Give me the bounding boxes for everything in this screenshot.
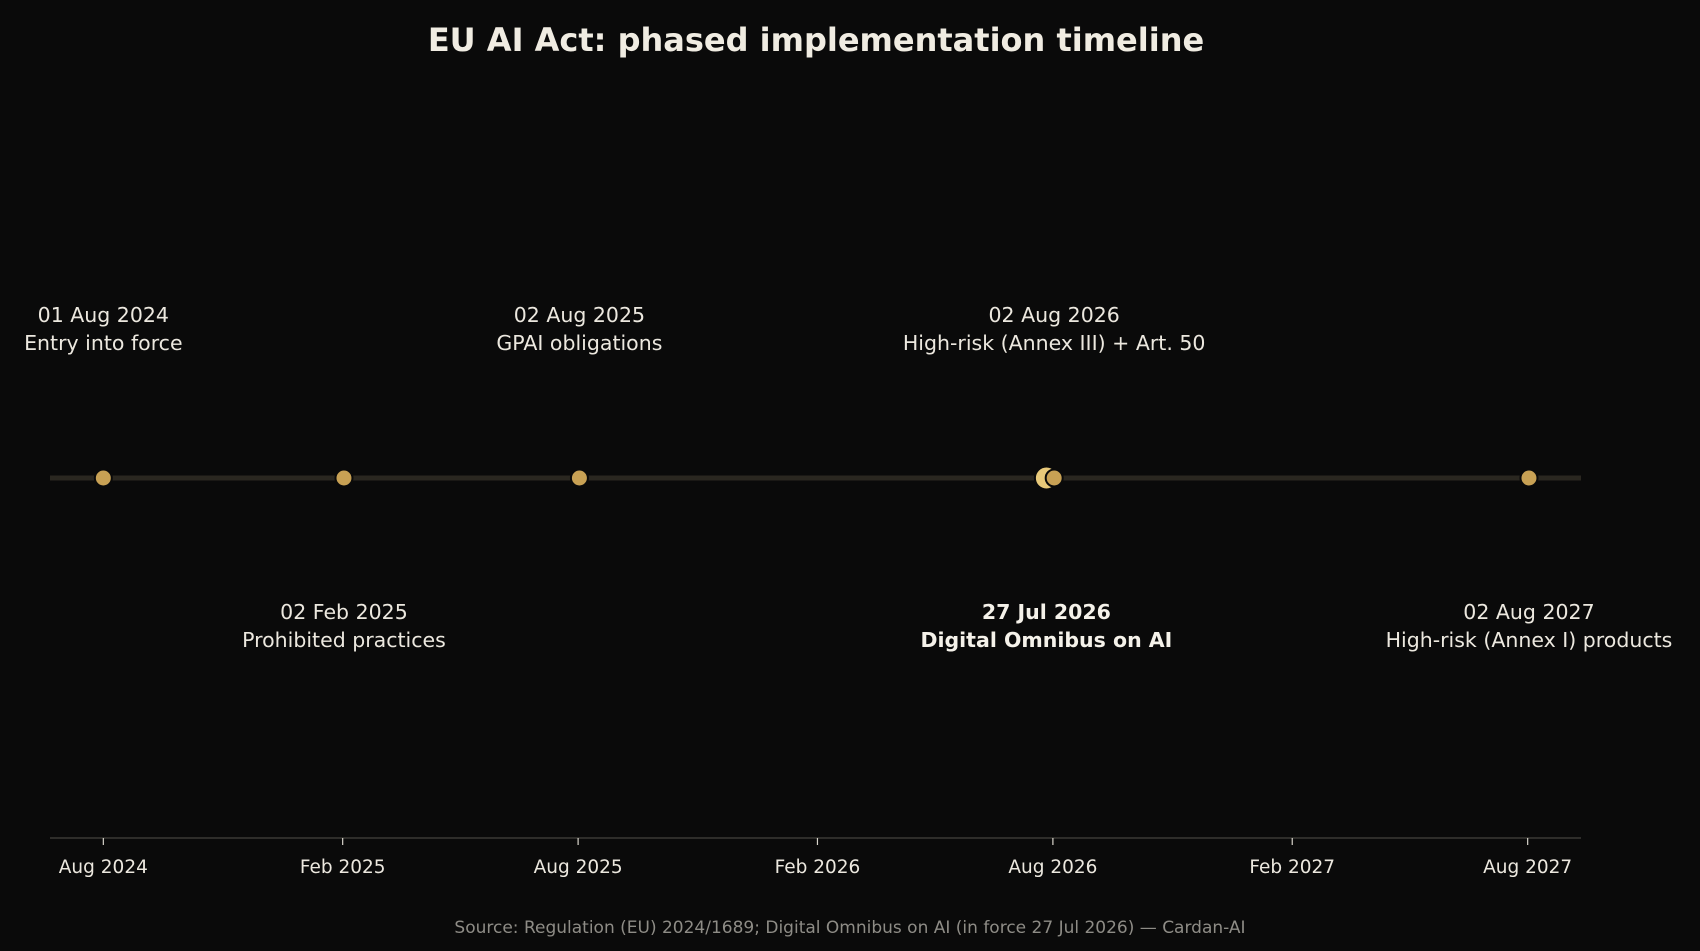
event-label: Digital Omnibus on AI [920,628,1172,652]
event-marker [569,468,589,488]
x-axis-ticks: Aug 2024 Feb 2025 Aug 2025 Feb 2026 Aug 2026… [59,838,1572,878]
event-marker [1044,468,1064,488]
event-marker [1519,468,1539,488]
x-tick-label: Aug 2025 [534,857,623,878]
x-tick-label: Feb 2027 [1249,857,1335,878]
x-tick-label: Feb 2026 [775,857,861,878]
event-markers [93,465,1539,491]
event-date: 02 Feb 2025 [280,600,408,624]
x-tick-label: Aug 2026 [1008,857,1097,878]
event-label: High-risk (Annex I) products [1386,628,1673,652]
event-date: 01 Aug 2024 [38,303,169,327]
event-date: 02 Aug 2025 [514,303,645,327]
chart-title: EU AI Act: phased implementation timelin… [428,21,1204,59]
x-tick-label: Aug 2027 [1483,857,1572,878]
event-label: Prohibited practices [242,628,446,652]
event-date: 02 Aug 2026 [989,303,1120,327]
x-tick-label: Feb 2025 [300,857,386,878]
event-label: High-risk (Annex III) + Art. 50 [903,331,1206,355]
event-labels: 01 Aug 2024 Entry into force 02 Feb 2025 Pr… [24,303,1672,652]
event-marker [93,468,113,488]
event-marker [334,468,354,488]
event-date: 02 Aug 2027 [1463,600,1594,624]
source-note: Source: Regulation (EU) 2024/1689; Digit… [454,918,1245,938]
x-tick-label: Aug 2024 [59,857,148,878]
event-label: Entry into force [24,331,182,355]
event-label: GPAI obligations [496,331,662,355]
event-date: 27 Jul 2026 [982,600,1111,624]
